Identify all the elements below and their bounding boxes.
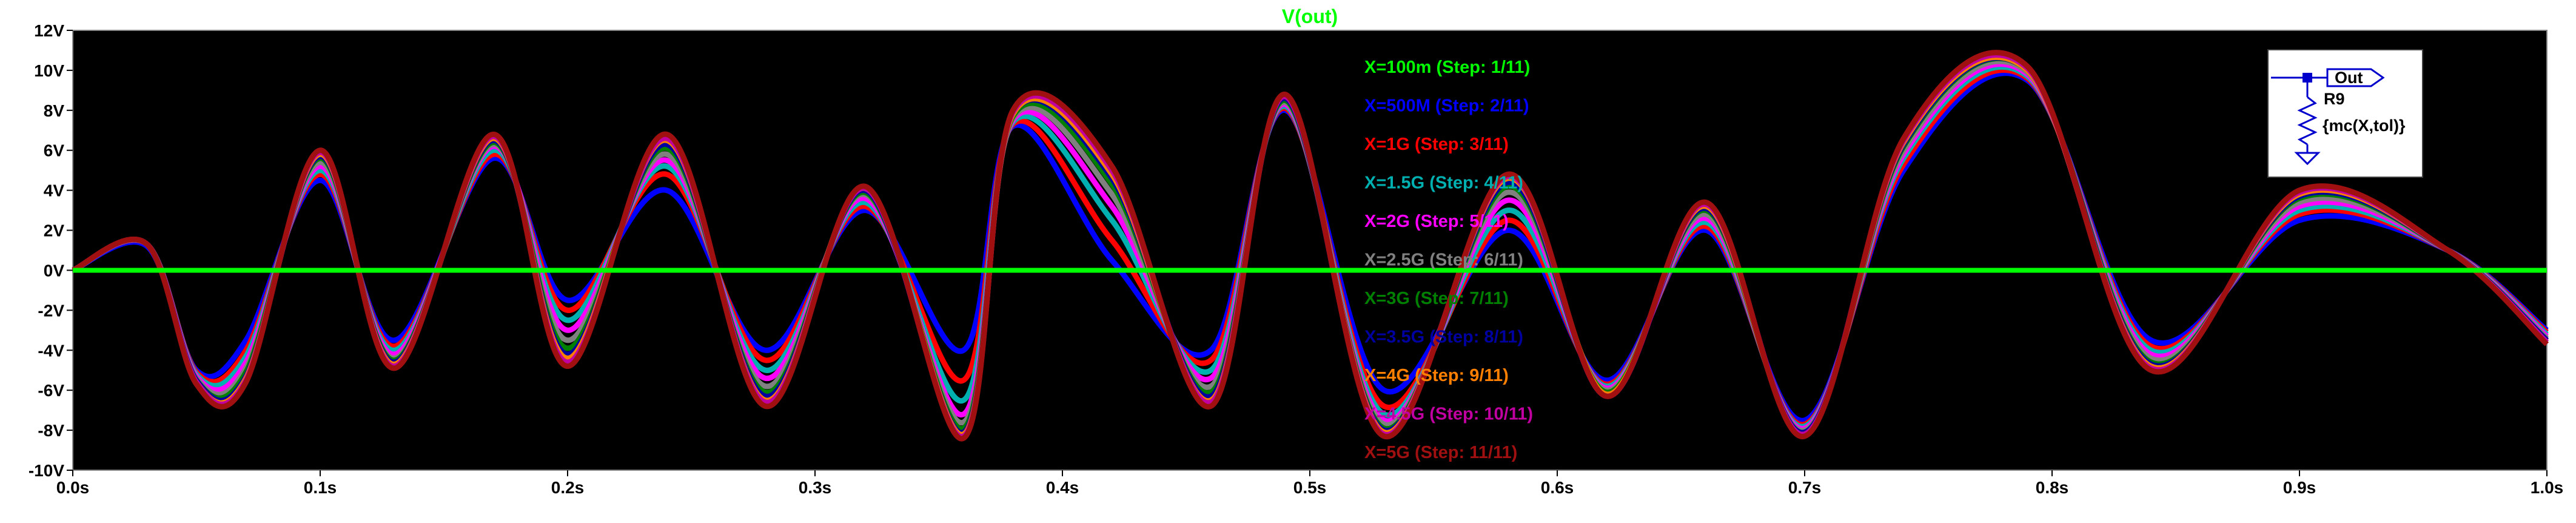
x-tick-label: 0.4s [1046, 478, 1079, 497]
legend-entry: X=2.5G (Step: 6/11) [1364, 251, 1523, 270]
resistor-icon [2297, 96, 2318, 146]
y-tick-label: 10V [34, 61, 64, 80]
x-tick-label: 0.9s [2283, 478, 2316, 497]
x-tick-label: 0.7s [1788, 478, 1822, 497]
net-label-flag-icon [2326, 68, 2385, 87]
chart-title: V(out) [1282, 5, 1338, 27]
y-tick-label: -4V [38, 341, 64, 360]
legend-entry: X=4.5G (Step: 10/11) [1364, 405, 1533, 424]
axis-ticks: 0.0s 0.1s 0.2s 0.3s 0.4s 0.5s 0.6s 0.7s 0.8s 0.9s… [29, 21, 2563, 497]
plot-area[interactable] [72, 30, 2547, 471]
inset-component-value: {mc(X,tol)} [2323, 116, 2406, 135]
x-tick-label: 0.2s [551, 478, 585, 497]
legend-entry: X=1.5G (Step: 4/11) [1364, 174, 1523, 193]
legend-entry: X=2G (Step: 5/11) [1364, 212, 1509, 231]
legend-entry: X=4G (Step: 9/11) [1364, 366, 1509, 385]
x-tick-label: 0.6s [1541, 478, 1574, 497]
schematic-inset: Out R9 {mc(X,tol)} [2267, 49, 2423, 178]
y-tick-label: 4V [44, 181, 65, 200]
y-tick-label: -8V [38, 421, 64, 440]
legend-entry: X=3.5G (Step: 8/11) [1364, 328, 1523, 347]
y-tick-label: -6V [38, 381, 64, 400]
y-tick-label: 6V [44, 141, 65, 160]
y-tick-label: 12V [34, 21, 64, 40]
x-tick-label: 0.1s [304, 478, 337, 497]
x-tick-label: 0.8s [2036, 478, 2069, 497]
legend: X=100m (Step: 1/11) X=500M (Step: 2/11) X=… [1364, 58, 1533, 462]
legend-entry: X=5G (Step: 11/11) [1364, 443, 1517, 462]
ground-icon [2294, 152, 2321, 166]
inset-net-label: Out [2335, 69, 2363, 87]
legend-entry: X=3G (Step: 7/11) [1364, 289, 1509, 308]
y-tick-label: -2V [38, 301, 64, 320]
legend-entry: X=100m (Step: 1/11) [1364, 58, 1530, 77]
y-tick-label: 8V [44, 101, 65, 120]
x-tick-label: 0.0s [56, 478, 90, 497]
series-line [72, 50, 2549, 442]
legend-entry: X=500M (Step: 2/11) [1364, 96, 1529, 116]
y-tick-label: 0V [44, 261, 65, 280]
inset-component-name: R9 [2324, 90, 2345, 108]
y-tick-label: -10V [29, 461, 64, 480]
x-tick-label: 1.0s [2531, 478, 2564, 497]
x-tick-label: 0.3s [799, 478, 832, 497]
x-tick-label: 0.5s [1293, 478, 1327, 497]
series-layer [72, 50, 2549, 442]
legend-entry: X=1G (Step: 3/11) [1364, 135, 1509, 154]
y-tick-label: 2V [44, 221, 65, 240]
